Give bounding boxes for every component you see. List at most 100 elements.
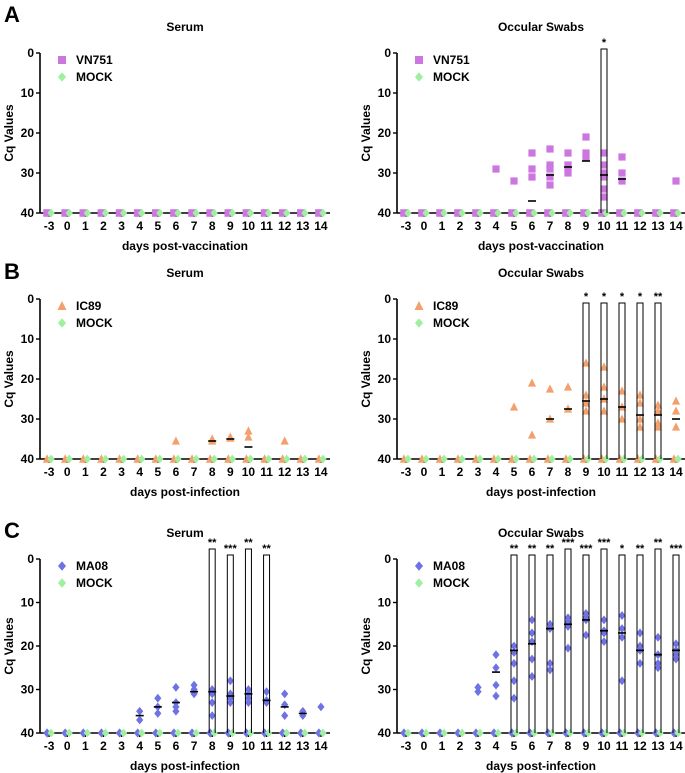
data-point <box>599 362 609 371</box>
baseline-point <box>490 728 498 738</box>
significance-label: ** <box>528 543 537 555</box>
data-point <box>635 390 645 399</box>
baseline-point <box>133 728 142 738</box>
mock-baseline-point <box>138 208 146 218</box>
x-tick-label: 3 <box>475 739 482 753</box>
data-point <box>581 358 591 367</box>
y-tick-label: 40 <box>21 206 35 220</box>
data-point <box>546 659 554 668</box>
baseline-point <box>297 728 305 738</box>
mock-baseline-point <box>602 208 610 218</box>
mock-baseline-point <box>301 728 309 738</box>
x-tick-label: 1 <box>439 465 446 479</box>
chart-title: Occular Swabs <box>498 266 584 280</box>
x-tick-label: 0 <box>421 465 428 479</box>
mock-baseline-point <box>264 454 273 464</box>
x-axis-label: days post-infection <box>130 759 240 773</box>
panel-label-a: A <box>4 2 20 27</box>
data-point <box>600 149 608 157</box>
data-point <box>671 422 681 431</box>
data-point <box>262 687 271 697</box>
x-tick-label: 0 <box>421 739 428 753</box>
significance-bracket <box>582 302 590 459</box>
x-tick-label: -3 <box>44 465 55 479</box>
data-point <box>618 611 626 620</box>
mock-baseline-point <box>620 208 628 218</box>
mock-baseline-point <box>228 728 236 738</box>
x-tick-label: 7 <box>547 739 554 753</box>
x-tick-label: 0 <box>64 739 71 753</box>
mock-baseline-point <box>65 208 73 218</box>
x-tick-label: 13 <box>296 219 310 233</box>
x-tick-label: 3 <box>475 219 482 233</box>
data-point <box>492 650 500 660</box>
x-tick-label: 7 <box>547 465 554 479</box>
mock-baseline-point <box>440 454 448 464</box>
mock-baseline-point <box>440 728 448 738</box>
mock-baseline-point <box>494 208 502 218</box>
data-point <box>546 145 554 153</box>
baseline-point <box>224 728 233 738</box>
y-tick-label: 10 <box>378 596 392 610</box>
significance-bracket <box>636 554 644 733</box>
y-tick-label: 10 <box>378 332 392 346</box>
x-tick-label: 1 <box>82 465 89 479</box>
y-tick-label: 20 <box>378 372 392 386</box>
x-tick-label: 14 <box>669 465 683 479</box>
y-tick-label: 20 <box>378 639 392 653</box>
mock-baseline-point <box>101 208 110 218</box>
baseline-point <box>562 209 570 217</box>
data-point <box>172 706 180 716</box>
data-point <box>618 177 626 185</box>
baseline-point <box>242 209 251 217</box>
data-point <box>564 161 572 169</box>
legend-marker <box>58 578 66 588</box>
y-axis-label: Cq Values <box>2 104 16 162</box>
x-tick-label: 14 <box>314 465 328 479</box>
mock-baseline-point <box>174 728 182 738</box>
mock-baseline-point <box>584 454 592 464</box>
baseline-point <box>43 209 51 217</box>
x-tick-label: -3 <box>401 465 412 479</box>
significance-label: ** <box>510 543 519 555</box>
x-tick-label: 3 <box>118 219 125 233</box>
data-point <box>618 153 626 161</box>
mock-baseline-point <box>656 208 664 218</box>
x-tick-label: 4 <box>136 739 143 753</box>
mock-baseline-point <box>301 208 309 218</box>
legend-label: MOCK <box>433 70 470 84</box>
x-tick-label: 11 <box>260 739 273 753</box>
x-tick-label: 7 <box>191 739 198 753</box>
data-point <box>136 715 144 725</box>
y-axis-label: Cq Values <box>2 617 16 675</box>
data-point <box>154 693 162 703</box>
baseline-point <box>315 728 323 738</box>
data-point <box>600 173 608 181</box>
mock-baseline-point <box>422 728 430 738</box>
significance-label: *** <box>224 543 238 555</box>
y-tick-label: 0 <box>27 292 34 306</box>
y-tick-label: 20 <box>21 126 35 140</box>
data-point <box>510 693 518 703</box>
data-point <box>600 615 608 625</box>
x-tick-label: 3 <box>475 465 482 479</box>
baseline-point <box>297 209 305 217</box>
legend-marker <box>415 72 423 82</box>
significance-label: ** <box>654 291 663 303</box>
mock-baseline-point <box>674 208 682 218</box>
data-point <box>635 422 645 431</box>
mock-baseline-point <box>192 728 200 738</box>
x-tick-label: 5 <box>154 219 161 233</box>
legend-label: MA08 <box>433 559 465 573</box>
legend-marker <box>414 301 424 310</box>
data-point <box>671 396 681 405</box>
mock-baseline-point <box>512 208 520 218</box>
significance-label: *** <box>598 537 612 549</box>
x-tick-label: 7 <box>191 219 198 233</box>
mock-baseline-point <box>228 208 236 218</box>
baseline-point <box>133 209 142 217</box>
mock-baseline-point <box>301 454 309 464</box>
x-tick-label: 6 <box>173 219 180 233</box>
